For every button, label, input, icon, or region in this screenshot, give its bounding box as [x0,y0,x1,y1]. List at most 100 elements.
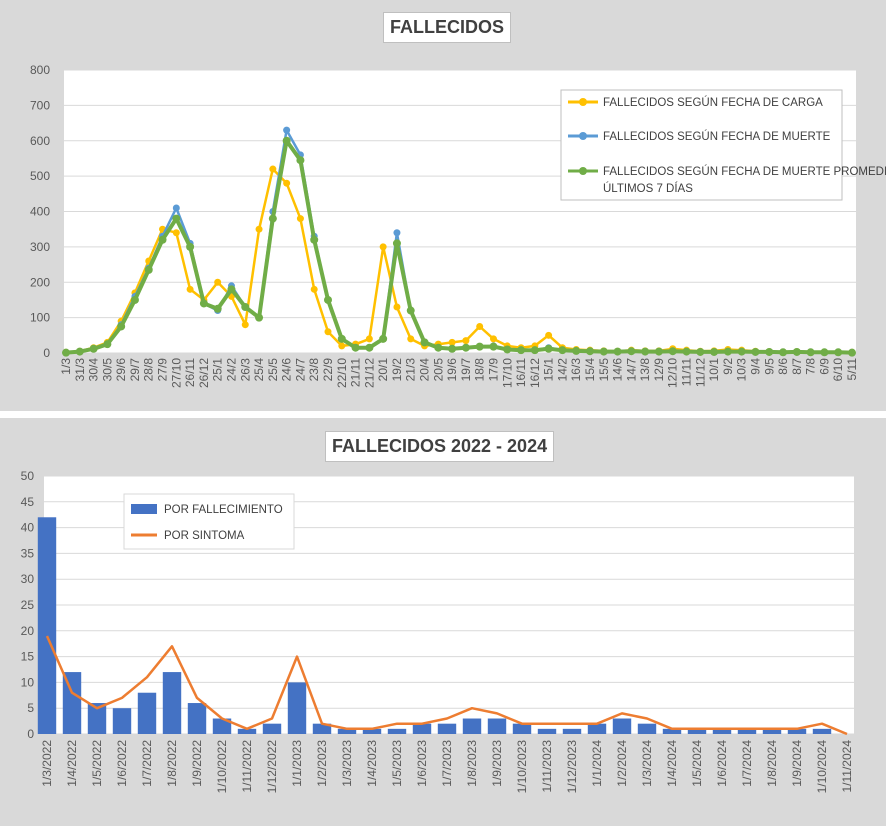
x-tick-label: 1/7/2023 [440,740,454,787]
data-point [820,348,829,357]
x-tick-label: 1/9/2024 [790,740,804,787]
data-point [241,303,250,312]
data-point [269,165,277,173]
y-tick-label: 500 [30,169,50,183]
data-point [172,229,180,237]
legend-marker [579,132,587,140]
data-point [158,235,167,244]
data-point [654,347,663,356]
x-tick-label: 8/7 [790,358,804,375]
x-tick-label: 1/6/2024 [715,740,729,787]
data-point [737,347,746,356]
x-tick-label: 22/9 [321,358,335,382]
x-tick-label: 10/3 [735,358,749,382]
chart-deaths-2022-2024-svg: 0 5 10 15 20 25 30 35 40 45 50 1/3/2022 1/4/2022 1/5/… [21,469,854,793]
y-tick-label: 35 [21,546,35,560]
data-point [779,348,788,357]
x-tick-label: 31/3 [73,358,87,382]
data-point [668,347,677,356]
x-tick-label: 6/10 [831,358,845,382]
bar [62,672,82,734]
bar [362,728,382,734]
bar [712,728,732,734]
chart-panel-deaths-2022-2024: 0 5 10 15 20 25 30 35 40 45 50 1/3/2022 1/4/2022 1/5/… [0,418,886,826]
legend-box [123,493,295,550]
data-point [283,126,291,134]
x-tick-label: 1/11/2023 [540,740,554,793]
bar [537,728,557,734]
y-tick-label: 400 [30,205,50,219]
legend-box [560,89,843,201]
data-point [75,347,84,356]
data-point [517,346,526,355]
y-tick-label: 30 [21,572,35,586]
data-point [834,348,843,357]
bar [737,728,757,734]
x-tick-label: 20/1 [376,358,390,382]
bar [462,718,482,734]
bar [562,728,582,734]
x-tick-label: 21/12 [362,358,376,388]
x-tick-label: 25/1 [211,358,225,382]
bar [612,718,632,734]
x-tick-label: 1/2/2023 [315,740,329,787]
data-point [186,242,195,251]
x-tick-label: 23/8 [307,358,321,382]
data-point [296,156,305,165]
x-tick-label: 1/11/2022 [240,740,254,793]
x-tick-label: 5/11 [845,358,859,381]
x-tick-label: 9/4 [748,358,762,375]
data-point [379,243,387,251]
bar [137,692,157,734]
x-tick-label: 9/5 [762,358,776,375]
data-point [475,342,484,351]
bar [812,728,832,734]
legend-label: FALLECIDOS SEGÚN FECHA DE MUERTE [603,130,831,143]
x-tick-label: 15/4 [583,358,597,382]
x-tick-label: 1/1/2024 [590,740,604,787]
x-tick-label: 26/11 [183,358,197,387]
x-tick-label: 1/9/2022 [190,740,204,787]
data-point [324,295,332,304]
series-line [45,635,848,736]
y-tick-label: 0 [27,727,34,741]
x-tick-label: 30/4 [87,358,101,382]
data-point [282,136,291,145]
data-point [310,285,318,293]
data-point [338,342,346,350]
x-tick-label: 1/7/2024 [740,740,754,787]
x-tick-label: 26/12 [197,358,211,388]
x-tick-label: 12/9 [652,358,666,382]
data-point [62,348,70,357]
y-tick-label: 800 [30,63,50,77]
x-tick-label: 1/2/2024 [615,740,629,787]
legend-label: FALLECIDOS SEGÚN FECHA DE CARGA [603,96,823,109]
chart-title: FALLECIDOS [383,12,512,43]
data-point [268,214,277,223]
bar [312,723,332,734]
chart-title: FALLECIDOS 2022 - 2024 [325,431,555,462]
x-tick-label: 1/4/2023 [365,740,379,787]
x-tick-label: 1/8/2023 [465,740,479,787]
bar [637,723,657,734]
data-point [599,347,608,356]
legend-label: POR FALLECIMIENTO [164,504,283,516]
y-tick-label: 100 [30,311,50,325]
data-point [448,344,457,353]
x-tick-label: 1/3/2024 [640,740,654,787]
data-point [351,343,360,352]
x-tick-label: 25/5 [266,358,280,382]
legend-label: FALLECIDOS SEGÚN FECHA DE MUERTE PROMEDI… [603,165,886,178]
data-point [255,225,263,233]
x-tick-label: 8/6 [776,358,790,375]
data-point [365,343,374,352]
x-tick-label: 20/5 [431,358,445,382]
data-point [572,346,581,355]
data-point [393,229,401,237]
x-tick-label: 16/11 [514,358,528,387]
bar [662,728,682,734]
bar [487,718,507,734]
x-tick-label: 22/10 [335,358,349,388]
data-point [848,348,856,357]
data-point [406,306,415,315]
